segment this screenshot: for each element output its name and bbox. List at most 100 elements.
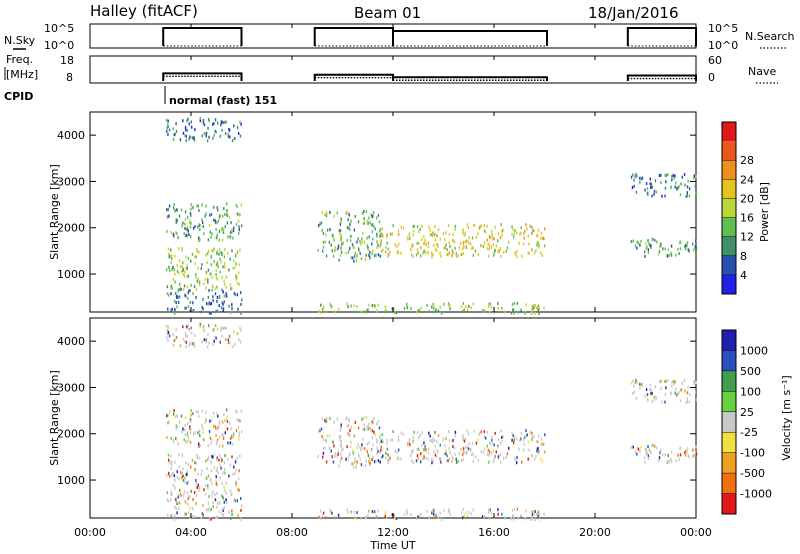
power-cell [205, 302, 208, 306]
velocity-cell [537, 510, 540, 514]
power-cell [211, 248, 213, 252]
velocity-cell [219, 476, 221, 480]
velocity-cell [176, 470, 178, 474]
power-cell [362, 221, 364, 225]
power-cell [222, 238, 224, 242]
power-cell [464, 231, 467, 235]
power-cell [361, 211, 363, 215]
power-cell [193, 138, 196, 142]
nsky-segment [626, 27, 697, 46]
velocity-cell [184, 334, 187, 338]
velocity-cell [175, 427, 177, 431]
power-cell [171, 265, 174, 269]
velocity-cell [170, 454, 172, 458]
power-cell [488, 244, 491, 248]
power-cell [166, 292, 169, 296]
power-cell [483, 241, 486, 245]
power-cell [394, 243, 396, 247]
power-cell [240, 122, 242, 126]
power-cell [186, 119, 188, 123]
power-scatter [165, 116, 698, 315]
power-cell [511, 232, 513, 236]
velocity-cell [527, 440, 530, 444]
power-cell [321, 307, 324, 311]
power-cell [166, 208, 168, 212]
power-cell [184, 125, 187, 129]
velocity-cell [183, 480, 186, 484]
velocity-cell [425, 457, 427, 461]
velocity-cell [235, 484, 238, 488]
velocity-cell [171, 492, 173, 496]
velocity-cell [647, 456, 650, 460]
velocity-cell [186, 422, 189, 426]
power-cell [519, 232, 521, 236]
velocity-cell [437, 433, 440, 437]
velocity-cell [448, 430, 450, 434]
velocity-cell [202, 503, 204, 507]
power-cell [235, 262, 237, 266]
power-cell [220, 123, 222, 127]
power-cell [195, 273, 197, 277]
velocity-cell [218, 458, 220, 462]
power-cell [451, 249, 453, 253]
velocity-cell [679, 399, 682, 403]
velocity-cell [516, 507, 519, 511]
power-cell [238, 263, 240, 267]
velocity-cell [205, 418, 207, 422]
power-cell [390, 232, 392, 236]
power-cell [236, 204, 238, 208]
velocity-cell [364, 516, 367, 520]
power-cell [371, 223, 374, 227]
velocity-cell [671, 384, 673, 388]
velocity-cell [205, 340, 207, 344]
velocity-cell [173, 474, 176, 478]
power-cell [380, 249, 383, 253]
power-cell [190, 120, 193, 124]
velocity-cell [672, 379, 675, 383]
power-cell [331, 305, 333, 309]
velocity-cell [213, 453, 215, 457]
velocity-cell [524, 435, 526, 439]
power-cell [173, 133, 175, 137]
velocity-cell [346, 445, 348, 449]
power-cell [216, 234, 218, 238]
power-cell [677, 186, 679, 190]
power-cell [651, 194, 653, 198]
velocity-cell [225, 418, 228, 422]
power-cell [219, 257, 221, 261]
velocity-cell [537, 446, 539, 450]
velocity-cell [368, 459, 370, 463]
power-cell [351, 243, 354, 247]
velocity-cell [319, 427, 321, 431]
power-cell [650, 245, 652, 249]
power-cell [686, 185, 689, 189]
power-cell [357, 237, 359, 241]
power-cell [231, 139, 234, 143]
power-cell [521, 254, 523, 258]
velocity-cell [447, 459, 449, 463]
velocity-cell [192, 343, 195, 347]
velocity-cell [174, 338, 176, 342]
velocity-cell [473, 429, 475, 433]
power-cell [203, 282, 205, 286]
velocity-cell [189, 440, 192, 444]
power-cell [357, 220, 360, 224]
power-cell [332, 234, 334, 238]
power-cell [664, 186, 667, 190]
colorbar-band [722, 160, 736, 180]
power-cell [376, 234, 378, 238]
power-cell [639, 176, 641, 180]
power-cell [209, 302, 211, 306]
velocity-cell [350, 510, 352, 514]
power-cell [473, 223, 475, 227]
velocity-cell [655, 396, 658, 400]
velocity-cell [212, 501, 214, 505]
power-cell [185, 267, 188, 271]
power-cell [369, 256, 371, 260]
power-cell [693, 176, 695, 180]
velocity-cell [170, 492, 172, 496]
velocity-cell [451, 455, 453, 459]
power-cell [195, 247, 198, 251]
velocity-cell [222, 444, 224, 448]
velocity-cell [227, 338, 230, 342]
